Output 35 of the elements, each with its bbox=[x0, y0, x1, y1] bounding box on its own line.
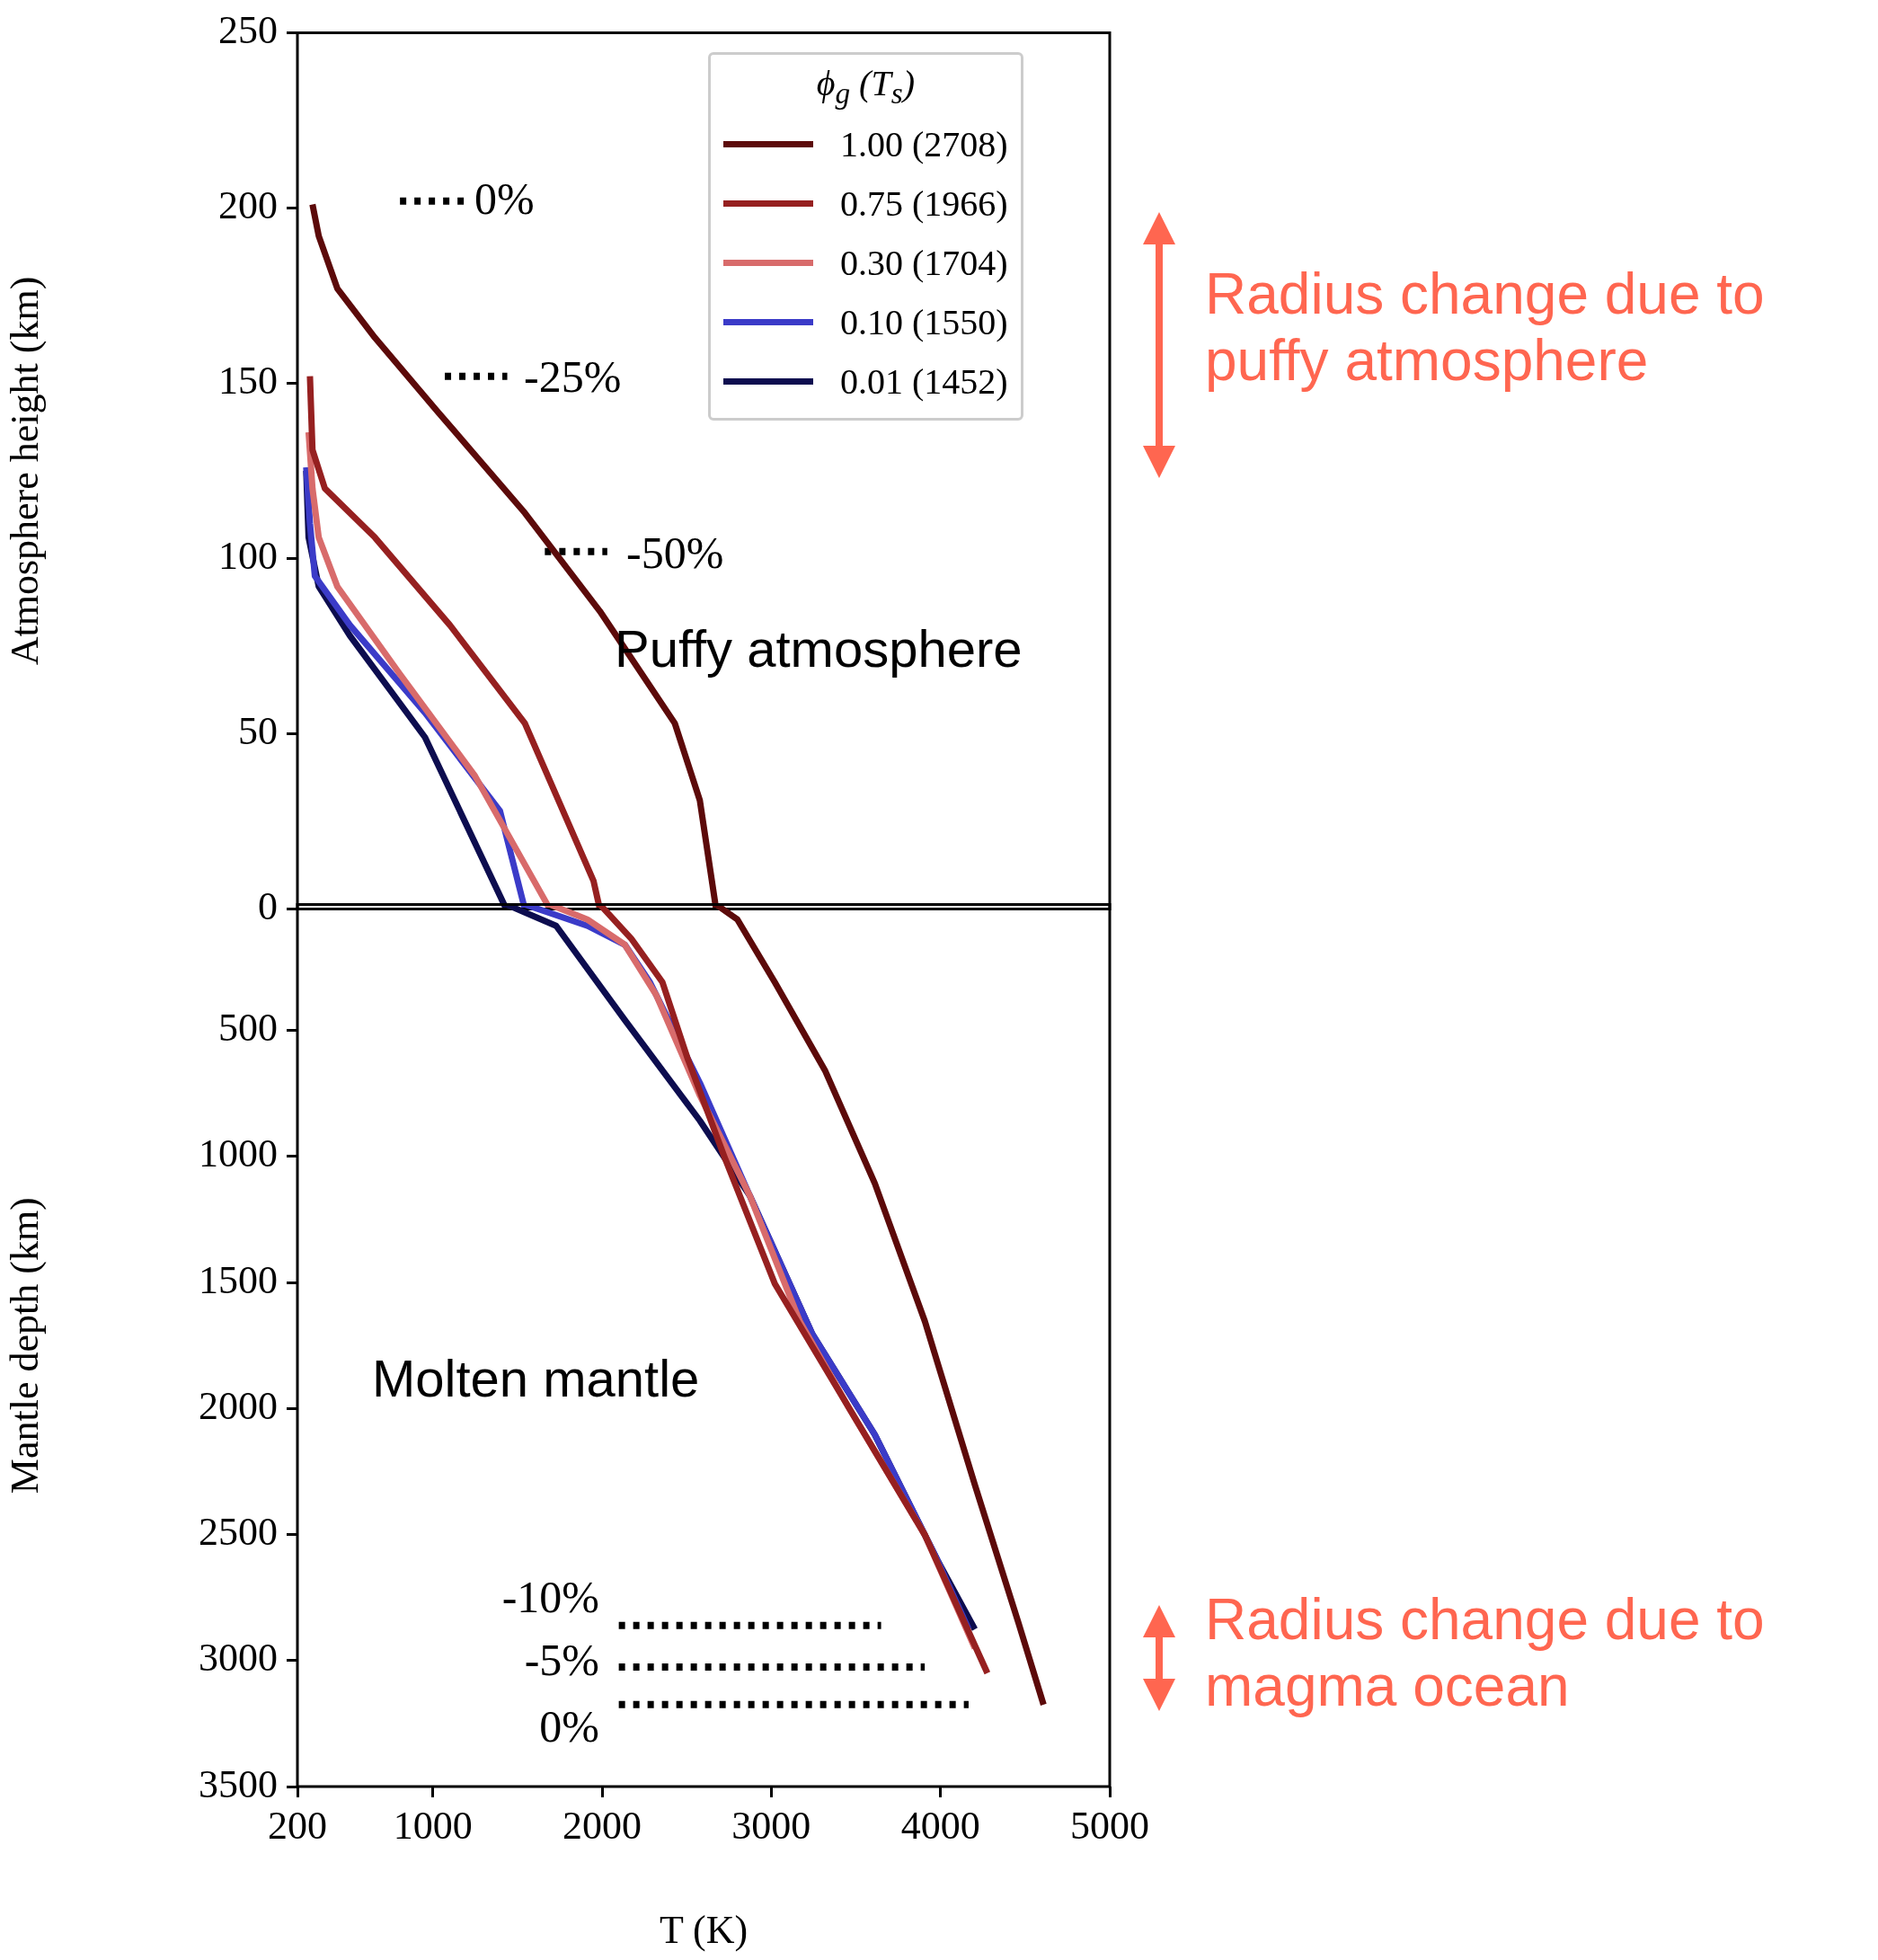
annotation: 0% bbox=[538, 1700, 599, 1752]
legend-label: 0.30 (1704) bbox=[840, 241, 1008, 284]
annotation: -50% bbox=[626, 527, 725, 579]
legend-label: 1.00 (2708) bbox=[840, 122, 1008, 165]
y-axis-title: Mantle depth (km) bbox=[2, 1197, 47, 1494]
x-tick-label: 3000 bbox=[731, 1803, 811, 1848]
annotation: -10% bbox=[501, 1571, 599, 1623]
y-tick-label: 2000 bbox=[199, 1383, 278, 1428]
y-tick-label: 500 bbox=[218, 1006, 278, 1051]
annotation: 0% bbox=[474, 173, 536, 225]
y-tick-label: 2500 bbox=[199, 1510, 278, 1555]
legend-label: 0.10 (1550) bbox=[840, 300, 1008, 343]
x-axis-title: T (K) bbox=[659, 1908, 749, 1953]
x-tick-label: 4000 bbox=[900, 1803, 980, 1848]
text: Radius change due to magma ocean bbox=[1205, 1586, 1766, 1719]
y-tick-label: 3000 bbox=[199, 1636, 278, 1681]
y-tick-label: 0 bbox=[258, 884, 278, 929]
annotation: Molten mantle bbox=[372, 1348, 701, 1408]
text: Radius change due to puffy atmosphere bbox=[1205, 261, 1766, 394]
x-tick-label: 5000 bbox=[1070, 1803, 1149, 1848]
y-tick-label: 1500 bbox=[199, 1257, 278, 1302]
annotation: -25% bbox=[524, 350, 623, 403]
legend-label: 0.01 (1452) bbox=[840, 359, 1008, 403]
x-tick-label: 2000 bbox=[563, 1803, 642, 1848]
annotation: -5% bbox=[523, 1634, 599, 1686]
y-tick-label: 200 bbox=[218, 183, 278, 227]
y-tick-label: 50 bbox=[238, 709, 278, 754]
y-tick-label: 250 bbox=[218, 7, 278, 52]
y-tick-label: 100 bbox=[218, 534, 278, 579]
y-tick-label: 150 bbox=[218, 359, 278, 404]
x-tick-label: 1000 bbox=[393, 1803, 473, 1848]
y-axis-title: Atmosphere height (km) bbox=[2, 276, 47, 666]
legend-title: ϕ$_{g}$ (T$_{s}$) bbox=[815, 62, 916, 111]
legend-label: 0.75 (1966) bbox=[840, 182, 1008, 225]
y-tick-label: 1000 bbox=[199, 1131, 278, 1176]
